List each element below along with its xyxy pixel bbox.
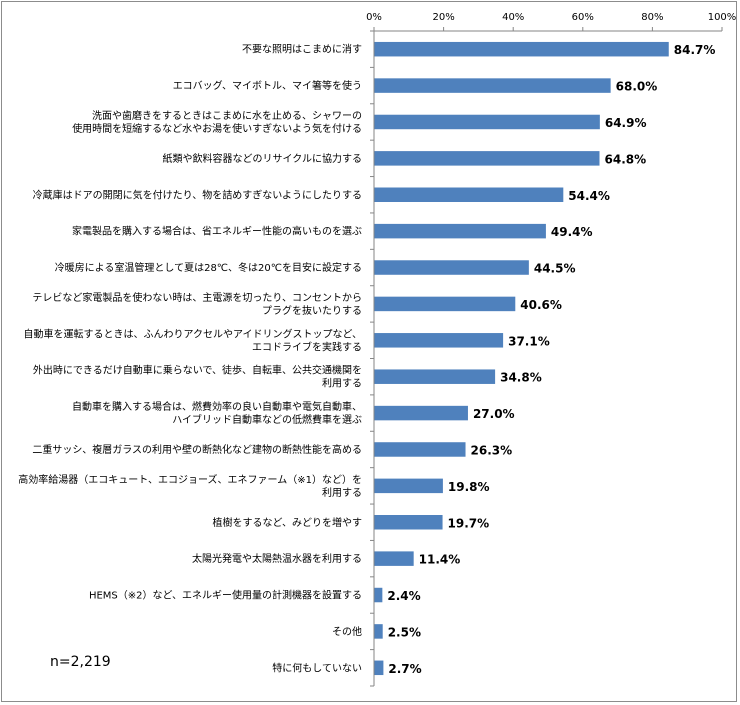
bar — [374, 187, 564, 202]
category-label-line: ハイブリッド自動車などの低燃費車を選ぶ — [172, 413, 362, 426]
category-label-line: HEMS（※2）など、エネルギー使用量の計測機器を設置する — [89, 589, 362, 602]
bar — [374, 405, 468, 421]
category-label-line: エコバッグ、マイボトル、マイ箸等を使う — [173, 79, 362, 92]
data-label: 49.4% — [551, 225, 593, 239]
category-label: 紙類や飲料容器などのリサイクルに協力する — [163, 152, 363, 165]
category-label: 太陽光発電や太陽熱温水器を利用する — [192, 552, 362, 565]
category-label-line: 利用する — [322, 378, 362, 390]
bar — [374, 660, 384, 676]
bar — [374, 478, 443, 494]
category-label-line: 外出時にできるだけ自動車に乗らないで、徒歩、自転車、公共交通機関を — [33, 364, 362, 377]
x-tick-label: 0% — [366, 12, 382, 23]
category-label-line: 二重サッシ、複層ガラスの利用や壁の断熱化など建物の断熱性能を高める — [32, 443, 362, 456]
bar — [374, 260, 529, 275]
category-label: テレビなど家電製品を使わない時は、主電源を切ったり、コンセントからプラグを抜いた… — [32, 291, 362, 317]
category-label: 植樹をするなど、みどりを増やす — [213, 516, 363, 529]
bar — [374, 442, 466, 457]
data-label: 64.8% — [605, 152, 647, 166]
category-label: 特に何もしていない — [272, 661, 362, 674]
category-label-line: その他 — [332, 625, 362, 638]
data-label: 44.5% — [534, 262, 576, 276]
data-label: 37.1% — [508, 334, 550, 348]
bar — [374, 333, 504, 348]
category-label-line: エコドライブを実践する — [252, 340, 362, 353]
bar — [374, 587, 383, 603]
category-label-line: 自動車を運転するときは、ふんわりアクセルやアイドリングストップなど、 — [24, 327, 363, 340]
category-label: 冷暖房による室温管理として夏は28℃、冬は20℃を目安に設定する — [55, 261, 362, 274]
category-label: HEMS（※2）など、エネルギー使用量の計測機器を設置する — [89, 589, 362, 602]
data-label: 68.0% — [616, 80, 658, 94]
bar — [374, 114, 600, 130]
data-label: 84.7% — [674, 43, 716, 57]
bar — [374, 41, 669, 57]
category-label-line: 太陽光発電や太陽熱温水器を利用する — [192, 552, 362, 565]
category-label-line: 不要な照明はこまめに消す — [242, 43, 362, 56]
data-label: 11.4% — [419, 553, 461, 567]
category-label-line: プラグを抜いたりする — [262, 304, 362, 317]
category-label-line: 高効率給湯器（エコキュート、エコジョーズ、エネファーム（※1）など）を — [18, 473, 362, 486]
data-label: 27.0% — [473, 407, 515, 421]
category-label-line: 家電製品を購入する場合は、省エネルギー性能の高いものを選ぶ — [72, 225, 362, 238]
category-label-line: 洗面や歯磨きをするときはこまめに水を止める、シャワーの — [92, 109, 362, 122]
data-label: 19.7% — [448, 516, 490, 530]
category-label-line: テレビなど家電製品を使わない時は、主電源を切ったり、コンセントから — [32, 291, 362, 304]
category-label: その他 — [332, 625, 362, 638]
category-label: 家電製品を購入する場合は、省エネルギー性能の高いものを選ぶ — [72, 225, 362, 238]
bar — [374, 551, 414, 566]
category-label-line: 植樹をするなど、みどりを増やす — [213, 516, 363, 529]
data-label: 54.4% — [568, 189, 610, 203]
x-tick-label: 20% — [432, 12, 454, 23]
category-label: 不要な照明はこまめに消す — [242, 43, 362, 56]
bar — [374, 78, 611, 93]
data-label: 2.4% — [387, 589, 420, 603]
bar — [374, 624, 383, 639]
category-label: 高効率給湯器（エコキュート、エコジョーズ、エネファーム（※1）など）を利用する — [18, 473, 362, 499]
x-tick-label: 40% — [502, 12, 524, 23]
category-label-line: 特に何もしていない — [272, 661, 362, 674]
x-tick-label: 60% — [572, 12, 594, 23]
sample-size-note: n=2,219 — [50, 654, 111, 670]
data-label: 40.6% — [520, 298, 562, 312]
category-label: 洗面や歯磨きをするときはこまめに水を止める、シャワーの使用時間を短縮するなど水や… — [72, 109, 362, 135]
bar — [374, 223, 546, 239]
category-label-line: 紙類や飲料容器などのリサイクルに協力する — [163, 152, 363, 165]
x-tick-label: 100% — [708, 12, 737, 23]
category-label: エコバッグ、マイボトル、マイ箸等を使う — [173, 79, 362, 92]
data-label: 2.5% — [388, 625, 421, 639]
category-label: 冷蔵庫はドアの開閉に気を付けたり、物を詰めすぎないようにしたりする — [33, 188, 362, 201]
data-label: 19.8% — [448, 480, 490, 494]
category-label: 外出時にできるだけ自動車に乗らないで、徒歩、自転車、公共交通機関を利用する — [33, 364, 362, 390]
category-label: 自動車を購入する場合は、燃費効率の良い自動車や電気自動車、ハイブリッド自動車など… — [72, 400, 362, 426]
data-label: 2.7% — [388, 662, 421, 676]
category-label-line: 自動車を購入する場合は、燃費効率の良い自動車や電気自動車、 — [72, 400, 362, 413]
x-tick-label: 80% — [641, 12, 663, 23]
category-label-line: 冷暖房による室温管理として夏は28℃、冬は20℃を目安に設定する — [55, 261, 362, 274]
data-label: 64.9% — [605, 116, 647, 130]
category-label-line: 使用時間を短縮するなど水やお湯を使いすぎないよう気を付ける — [72, 122, 362, 135]
data-label: 34.8% — [500, 371, 542, 385]
category-label-line: 利用する — [322, 487, 362, 499]
bar — [374, 296, 516, 312]
data-label: 26.3% — [471, 443, 513, 457]
bar — [374, 151, 600, 166]
category-label: 二重サッシ、複層ガラスの利用や壁の断熱化など建物の断熱性能を高める — [32, 443, 362, 456]
category-label: 自動車を運転するときは、ふんわりアクセルやアイドリングストップなど、エコドライブ… — [24, 327, 363, 353]
bar — [374, 369, 496, 384]
bar — [374, 515, 443, 530]
category-label-line: 冷蔵庫はドアの開閉に気を付けたり、物を詰めすぎないようにしたりする — [33, 188, 362, 201]
